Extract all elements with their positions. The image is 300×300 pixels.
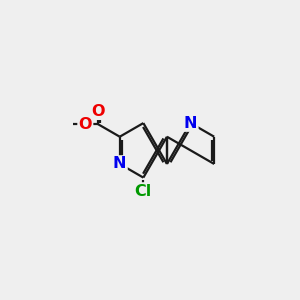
Text: Cl: Cl — [135, 184, 152, 199]
Text: N: N — [184, 116, 197, 130]
Text: O: O — [79, 117, 92, 132]
Text: O: O — [91, 104, 105, 119]
Text: N: N — [113, 157, 127, 172]
